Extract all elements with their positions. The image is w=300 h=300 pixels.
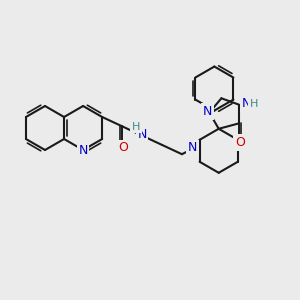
- Text: O: O: [118, 141, 128, 154]
- Text: N: N: [78, 145, 88, 158]
- Text: N: N: [188, 141, 197, 154]
- Text: H: H: [132, 122, 140, 132]
- Text: N: N: [203, 105, 212, 118]
- Text: H: H: [250, 99, 258, 109]
- Text: N: N: [241, 97, 250, 110]
- Text: N: N: [137, 128, 147, 141]
- Text: O: O: [235, 136, 245, 149]
